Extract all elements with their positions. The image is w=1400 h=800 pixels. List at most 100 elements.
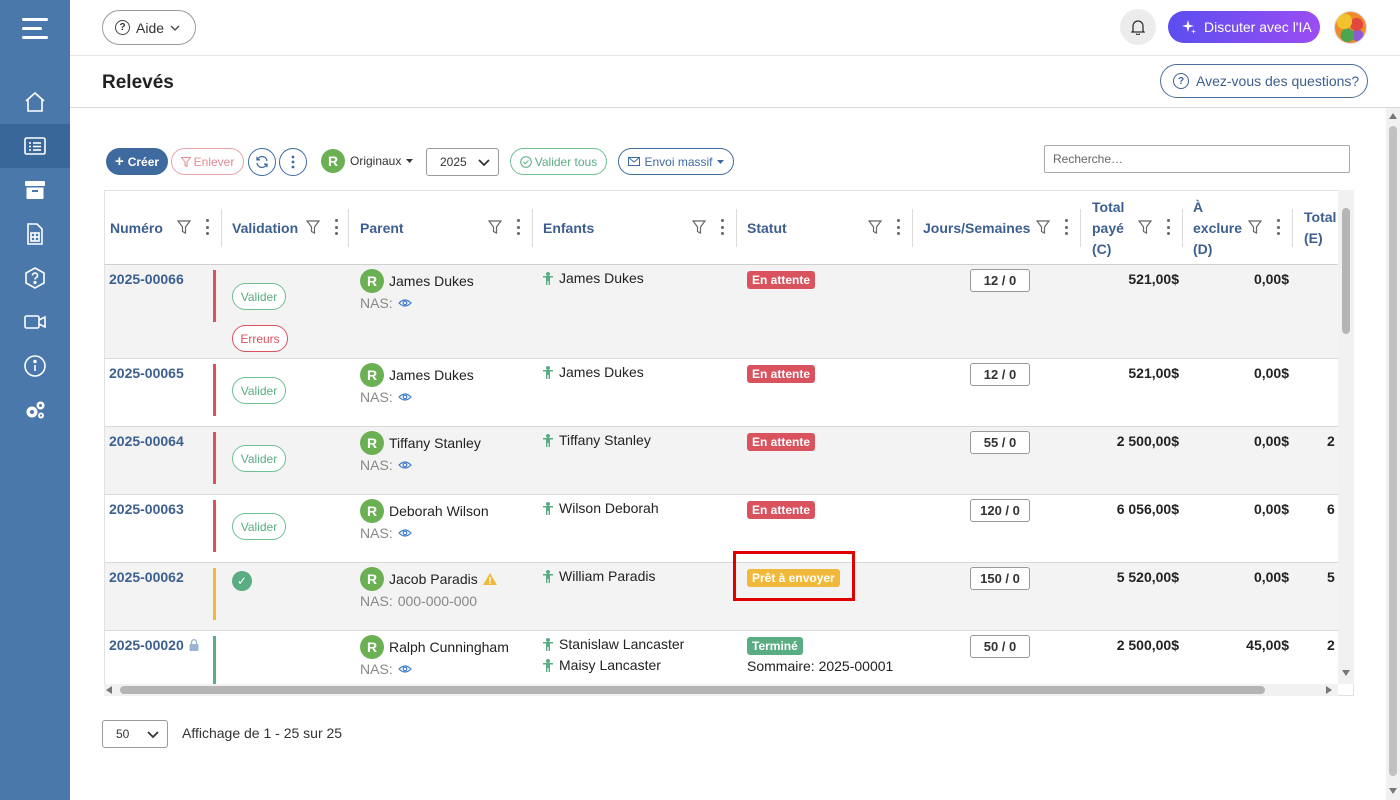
- scroll-right-arrow-icon[interactable]: [1326, 686, 1332, 694]
- validate-button[interactable]: Valider: [232, 283, 286, 310]
- scroll-down-arrow-icon[interactable]: [1342, 670, 1350, 676]
- summary-text: Sommaire: 2025-00001: [747, 658, 894, 674]
- questions-button[interactable]: ? Avez-vous des questions?: [1160, 64, 1368, 98]
- statement-number-link[interactable]: 2025-00064: [109, 433, 184, 449]
- ai-chat-button[interactable]: Discuter avec l'IA: [1168, 11, 1320, 43]
- validate-all-button[interactable]: Valider tous: [510, 148, 607, 175]
- user-avatar[interactable]: [1334, 11, 1367, 44]
- total-e-value: 5: [1327, 569, 1335, 585]
- nas-field: NAS:: [360, 295, 412, 311]
- table-row[interactable]: 2025-00063 Valider R Deborah Wilson NAS: …: [105, 495, 1339, 563]
- filter-icon[interactable]: [692, 219, 706, 235]
- table-row[interactable]: 2025-00064 Valider R Tiffany Stanley NAS:…: [105, 427, 1339, 495]
- filter-icon[interactable]: [1036, 219, 1050, 235]
- exclude-value: 0,00$: [1253, 433, 1289, 449]
- total-paid-value: 521,00$: [1128, 271, 1179, 287]
- per-page-select[interactable]: 50: [102, 720, 168, 748]
- days-weeks-field: 12 / 0: [970, 269, 1030, 292]
- remove-label: Enlever: [193, 154, 235, 169]
- column-menu-icon[interactable]: [205, 219, 209, 235]
- video-icon[interactable]: [0, 300, 70, 344]
- statement-number-link[interactable]: 2025-00062: [109, 569, 184, 585]
- validate-button[interactable]: Valider: [232, 377, 286, 404]
- table-row[interactable]: 2025-00062 ✓ R Jacob Paradis NAS: 000-000-…: [105, 563, 1339, 631]
- column-menu-icon[interactable]: [896, 219, 900, 235]
- remove-filter-button[interactable]: Enlever: [171, 148, 244, 175]
- validate-button[interactable]: Valider: [232, 513, 286, 540]
- column-menu-icon[interactable]: [720, 219, 724, 235]
- sparkle-icon: [1182, 20, 1196, 34]
- column-menu-icon[interactable]: [1064, 219, 1068, 235]
- filter-icon[interactable]: [868, 219, 882, 235]
- column-header-parent[interactable]: Parent: [349, 191, 533, 265]
- column-menu-icon[interactable]: [334, 219, 338, 235]
- nas-field: NAS:: [360, 525, 412, 541]
- child-icon: [543, 658, 553, 672]
- scrollbar-thumb[interactable]: [1342, 208, 1350, 334]
- errors-button[interactable]: Erreurs: [232, 325, 288, 352]
- originals-dropdown[interactable]: R Originaux: [321, 149, 414, 173]
- table-horizontal-scrollbar[interactable]: [104, 684, 1338, 696]
- filter-icon[interactable]: [1138, 219, 1152, 235]
- more-options-button[interactable]: [279, 148, 307, 176]
- column-header-enfants[interactable]: Enfants: [533, 191, 737, 265]
- eye-icon[interactable]: [397, 664, 412, 674]
- column-header-total-e[interactable]: Total (E): [1293, 191, 1353, 265]
- statement-number-link[interactable]: 2025-00020: [109, 637, 199, 653]
- help-icon[interactable]: [0, 256, 70, 300]
- warning-icon: [482, 573, 497, 585]
- scroll-up-arrow-icon[interactable]: [1389, 113, 1397, 119]
- ai-chat-label: Discuter avec l'IA: [1204, 19, 1312, 35]
- column-menu-icon[interactable]: [516, 219, 520, 235]
- table-row[interactable]: 2025-00066 Valider Erreurs R James Dukes …: [105, 265, 1339, 359]
- create-button[interactable]: + Créer: [106, 148, 168, 175]
- archive-icon[interactable]: [0, 168, 70, 212]
- page-scrollbar[interactable]: [1386, 108, 1400, 800]
- table-row[interactable]: 2025-00065 Valider R James Dukes NAS: Jam…: [105, 359, 1339, 427]
- home-icon[interactable]: [0, 80, 70, 124]
- validate-button[interactable]: Valider: [232, 445, 286, 472]
- info-icon[interactable]: [0, 344, 70, 388]
- help-dropdown-button[interactable]: ? Aide: [102, 10, 196, 45]
- per-page-value: 50: [116, 727, 130, 741]
- child-entry: James Dukes: [543, 364, 644, 380]
- statement-number-link[interactable]: 2025-00066: [109, 271, 184, 287]
- scrollbar-thumb[interactable]: [120, 686, 1265, 694]
- table-row[interactable]: 2025-00020 R Ralph Cunningham NAS: Stanis…: [105, 631, 1339, 695]
- filter-icon[interactable]: [488, 219, 502, 235]
- column-header-total-paye[interactable]: Total payé (C): [1081, 191, 1183, 265]
- page-title: Relevés: [102, 72, 174, 93]
- eye-icon[interactable]: [397, 460, 412, 470]
- column-header-statut[interactable]: Statut: [737, 191, 913, 265]
- validate-all-label: Valider tous: [534, 154, 598, 169]
- scroll-left-arrow-icon[interactable]: [106, 686, 112, 694]
- filter-icon[interactable]: [306, 219, 320, 235]
- list-icon[interactable]: [0, 124, 70, 168]
- table-vertical-scrollbar[interactable]: [1338, 190, 1354, 684]
- eye-icon[interactable]: [397, 392, 412, 402]
- column-menu-icon[interactable]: [1276, 219, 1280, 235]
- statement-number-link[interactable]: 2025-00063: [109, 501, 184, 517]
- search-input[interactable]: [1044, 145, 1350, 173]
- bell-icon[interactable]: [1120, 9, 1156, 45]
- filter-icon[interactable]: [177, 219, 191, 235]
- refresh-button[interactable]: [248, 148, 276, 176]
- statement-number-link[interactable]: 2025-00065: [109, 365, 184, 381]
- eye-icon[interactable]: [397, 528, 412, 538]
- scrollbar-thumb[interactable]: [1389, 126, 1397, 776]
- scroll-down-arrow-icon[interactable]: [1389, 788, 1397, 794]
- column-menu-icon[interactable]: [1166, 219, 1170, 235]
- eye-icon[interactable]: [397, 298, 412, 308]
- spreadsheet-icon[interactable]: [0, 212, 70, 256]
- settings-icon[interactable]: [0, 388, 70, 432]
- parent-name: Jacob Paradis: [389, 571, 478, 587]
- filter-icon[interactable]: [1248, 219, 1262, 235]
- mass-send-button[interactable]: Envoi massif: [618, 148, 734, 175]
- column-header-validation[interactable]: Validation: [222, 191, 349, 265]
- column-header-numero[interactable]: Numéro: [105, 191, 222, 265]
- column-header-jours[interactable]: Jours/Semaines: [913, 191, 1081, 265]
- total-paid-value: 521,00$: [1128, 365, 1179, 381]
- year-select[interactable]: 2025: [426, 148, 499, 176]
- menu-icon[interactable]: [22, 18, 50, 40]
